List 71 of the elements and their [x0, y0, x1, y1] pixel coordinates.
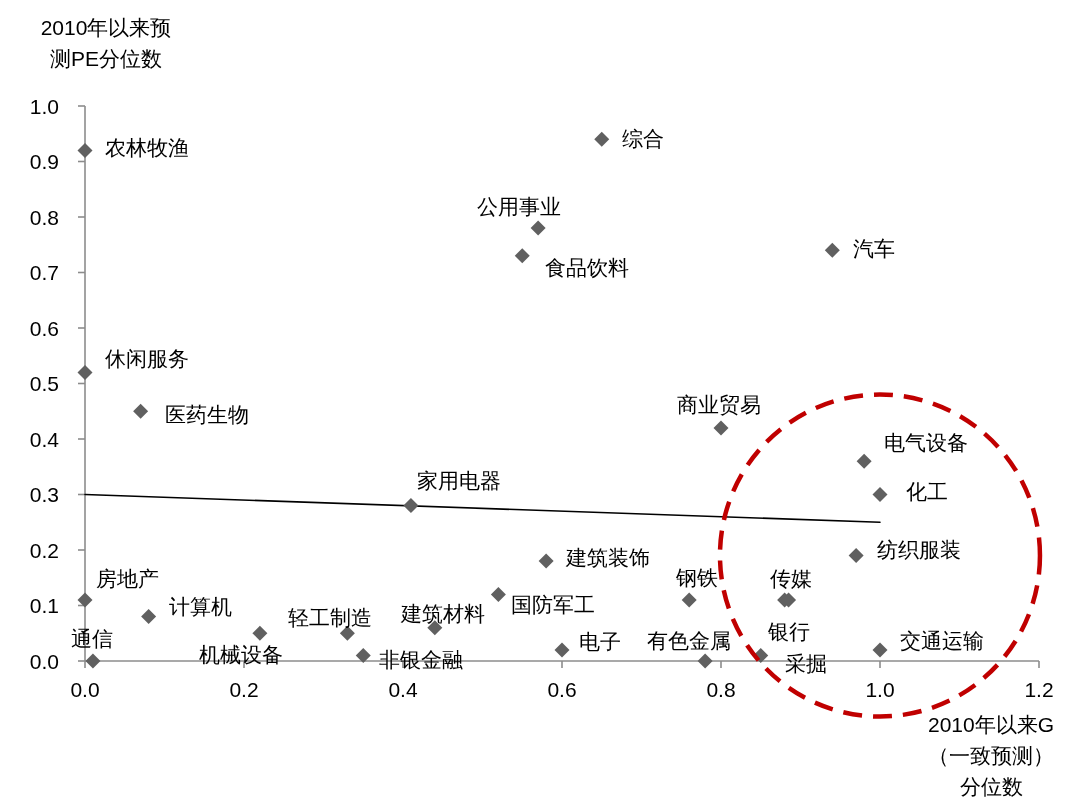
point	[713, 420, 729, 436]
point	[252, 625, 268, 641]
annotation: 电气设备	[884, 431, 969, 456]
annotation: 钢铁	[675, 565, 719, 590]
point	[824, 242, 840, 258]
annotation: 机械设备	[198, 643, 283, 668]
point	[514, 248, 530, 264]
y-tick-label: 1.0	[29, 94, 59, 118]
annotation: 电子	[579, 629, 621, 654]
annotation: 国防军工	[511, 593, 596, 618]
point	[872, 487, 888, 502]
annotation: 休闲服务	[105, 347, 189, 372]
y-tick-label: 0.2	[29, 538, 59, 562]
x-tick-label: 0.6	[547, 678, 577, 701]
y-tick-label: 0.3	[29, 483, 59, 506]
point	[77, 592, 93, 608]
x-axis-title: 2010年以来G（一致预测）分位数	[926, 712, 1056, 800]
annotation: 食品饮料	[545, 255, 630, 280]
annotation: 医药生物	[164, 403, 249, 428]
annotation: 建筑装饰	[565, 546, 651, 571]
annotation: 汽车	[853, 237, 896, 262]
annotation: 纺织服装	[877, 537, 962, 562]
annotation: 银行	[766, 620, 810, 645]
annotation: 建筑材料	[399, 601, 485, 626]
point	[856, 453, 872, 469]
point	[554, 642, 570, 658]
point	[848, 548, 864, 564]
y-tick-label: 0.5	[29, 372, 59, 395]
point	[538, 553, 554, 569]
x-tick-label: 0.2	[229, 678, 259, 701]
y-tick-label: 0.4	[29, 427, 60, 451]
y-tick-label: 0.8	[29, 205, 59, 229]
annotation: 商业贸易	[677, 392, 761, 417]
point	[77, 142, 93, 158]
point	[85, 653, 101, 669]
point	[77, 364, 93, 380]
y-tick-label: 0.9	[29, 150, 59, 173]
x-tick-label: 0.4	[388, 678, 418, 701]
y-tick-label: 0.1	[29, 594, 59, 617]
y-tick-label: 0.7	[29, 261, 59, 284]
annotation: 交通运输	[900, 628, 984, 653]
point	[697, 653, 713, 669]
annotation: 传媒	[769, 566, 812, 591]
annotation: 化工	[906, 479, 948, 504]
y-axis-title: 2010年以来预测PE分位数	[39, 15, 173, 72]
point	[403, 498, 419, 514]
point	[490, 586, 506, 602]
x-tick-label: 0.8	[706, 678, 736, 701]
annotation: 采掘	[784, 651, 827, 676]
y-tick-label: 0.0	[29, 649, 59, 673]
x-tick-label: 0.0	[70, 678, 100, 701]
point	[681, 592, 697, 608]
point	[141, 609, 157, 625]
annotation: 公用事业	[477, 195, 562, 220]
annotation: 有色金属	[647, 629, 732, 653]
annotation: 计算机	[168, 594, 232, 619]
point	[133, 403, 149, 419]
x-tick-label: 1.2	[1024, 678, 1054, 701]
annotation: 家用电器	[416, 468, 501, 493]
annotation: 通信	[70, 627, 113, 651]
y-tick-label: 0.6	[29, 316, 59, 340]
point	[872, 642, 888, 658]
annotation: 农林牧渔	[105, 136, 189, 161]
annotation: 综合	[621, 127, 664, 152]
x-tick-label: 1.0	[865, 678, 895, 701]
point	[594, 131, 610, 147]
point	[355, 647, 371, 663]
point	[530, 220, 546, 236]
annotation: 非银金融	[379, 648, 464, 673]
annotation: 轻工制造	[288, 606, 373, 631]
annotation: 房地产	[96, 566, 159, 591]
